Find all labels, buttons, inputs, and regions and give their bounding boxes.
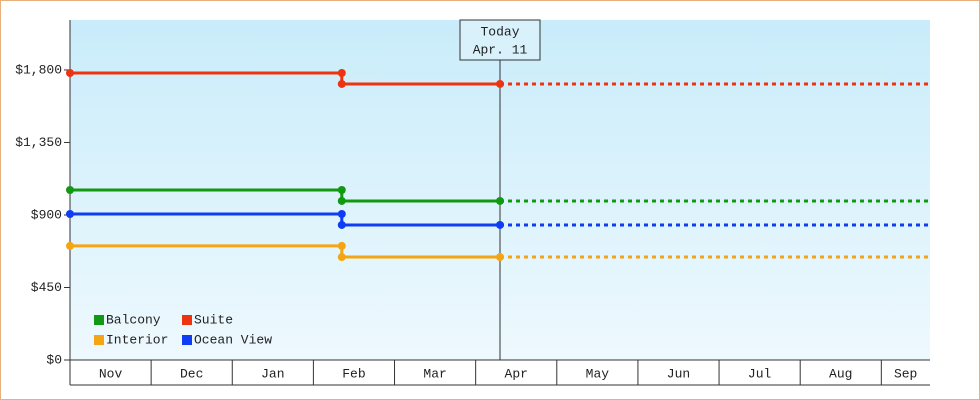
y-tick-label: $1,350 [15,135,62,150]
legend-label: Ocean View [194,332,272,347]
today-label: Apr. 11 [473,42,528,57]
y-tick-label: $900 [31,207,62,222]
price-point [337,241,346,250]
x-tick-label: Dec [180,366,203,381]
price-point [337,79,346,88]
legend-label: Balcony [106,312,161,327]
legend-label: Suite [194,312,233,327]
price-point [337,69,346,78]
legend-swatch [182,315,192,325]
x-tick-label: Apr [505,366,528,381]
legend-swatch [182,335,192,345]
price-point [337,186,346,194]
price-point [337,253,346,262]
x-tick-label: Jun [667,366,690,381]
price-point [66,210,74,219]
y-tick-label: $450 [31,280,62,295]
today-label: Today [480,24,519,39]
x-tick-label: Jul [748,366,772,381]
price-line [70,188,500,203]
y-tick-label: $1,800 [15,62,62,77]
price-point [66,69,74,78]
price-line [70,212,500,227]
today-box [459,19,541,61]
price-point [496,196,504,205]
price-point [496,79,504,88]
x-tick-label: May [586,366,610,381]
price-point [337,220,346,229]
x-tick-label: Jan [261,366,284,381]
price-point [337,210,346,219]
price-point [496,220,504,229]
x-tick-label: Nov [99,366,123,381]
price-point [66,186,74,194]
price-point [337,196,346,205]
x-tick-label: Feb [342,366,365,381]
price-point [496,253,504,262]
x-tick-label: Sep [894,366,917,381]
legend-label: Interior [106,332,168,347]
legend-swatch [94,335,104,345]
legend-swatch [94,315,104,325]
price-line [70,71,500,86]
price-line [70,244,500,259]
x-tick-label: Aug [829,366,852,381]
x-tick-label: Mar [423,366,446,381]
y-tick-label: $0 [46,352,62,367]
price-point [66,241,74,250]
